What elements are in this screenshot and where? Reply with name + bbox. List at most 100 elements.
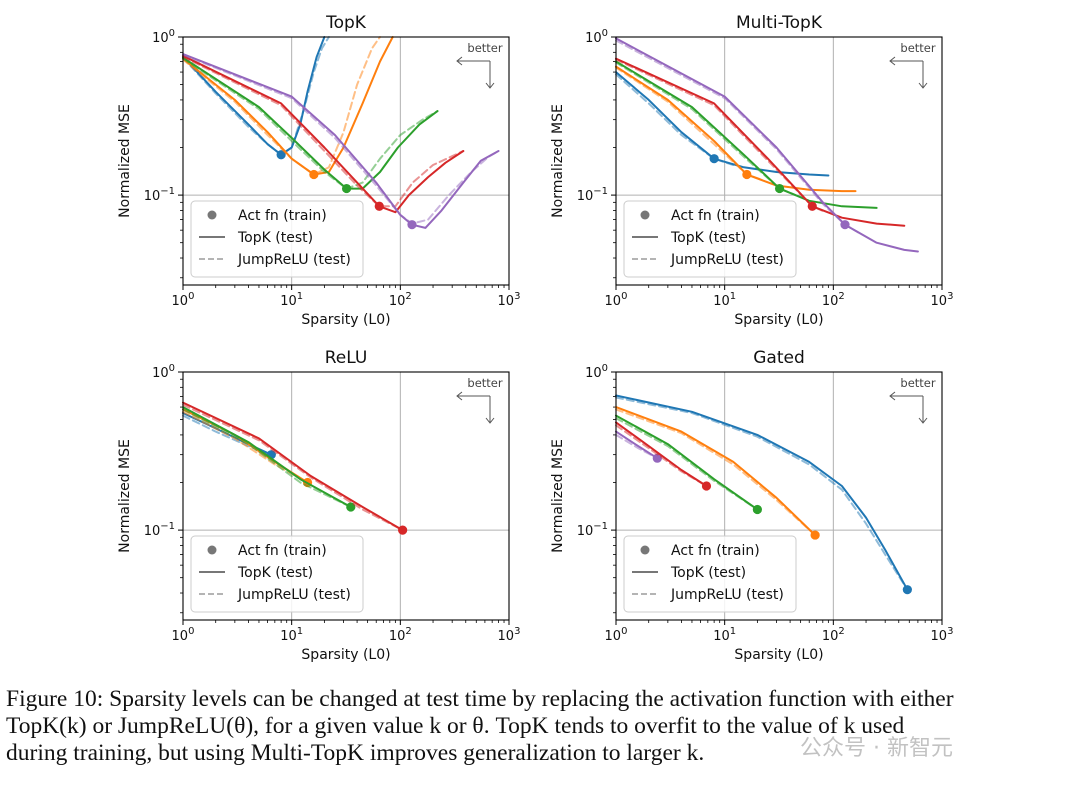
legend-box: [623, 200, 797, 278]
x-tick-label: 102: [389, 291, 412, 309]
series-orange-topk-line: [615, 65, 857, 193]
better-arrow-icon: [889, 391, 928, 424]
legend-topk-entry: TopK (test): [237, 230, 313, 246]
y-tick-label: 10−1: [144, 521, 175, 539]
legend-train-entry: Act fn (train): [671, 543, 760, 559]
x-tick-label: 101: [280, 291, 303, 309]
caption-line-3: during training, but using Multi-TopK im…: [6, 740, 705, 766]
legend-jumprelu-entry: JumpReLU (test): [670, 252, 784, 268]
legend: Act fn (train) TopK (test) JumpReLU (test): [190, 535, 364, 613]
legend-marker: [640, 210, 650, 220]
x-tick-label: 100: [605, 626, 628, 644]
series-green-jumprelu-line: [182, 57, 439, 190]
series-green-jumprelu-line: [615, 61, 797, 197]
series-blue-topk-line: [615, 71, 830, 177]
x-axis-label: Sparsity (L0): [301, 312, 390, 328]
series-orange-jumprelu-line: [615, 408, 817, 537]
series-red-train-point: [807, 201, 817, 211]
series-green-train-point: [774, 183, 785, 194]
legend-jumprelu-entry: JumpReLU (test): [237, 252, 351, 268]
x-tick-label: 103: [498, 626, 521, 644]
x-axis-label: Sparsity (L0): [734, 312, 823, 328]
series-red-train-point: [701, 481, 712, 491]
series-orange-train-point: [309, 169, 319, 180]
chart-title: TopK: [325, 13, 367, 33]
legend: Act fn (train) TopK (test) JumpReLU (test): [190, 200, 364, 278]
panel-relu: 100 101 102 103 100 10−1 ReLU Sparsity (L0) Norm…: [117, 348, 520, 663]
legend-marker: [207, 545, 217, 555]
x-tick-label: 103: [931, 291, 954, 309]
better-arrow-icon: [889, 56, 928, 89]
x-axis-label: Sparsity (L0): [301, 647, 390, 663]
legend-jumprelu-entry: JumpReLU (test): [670, 587, 784, 603]
series-red-topk-line: [182, 401, 404, 532]
panel-topk: 100 101 102 103 100 10−1 TopK Sparsity (L0) Norm…: [117, 13, 520, 328]
x-tick-label: 102: [822, 291, 845, 309]
y-axis-label: Normalized MSE: [117, 104, 133, 218]
series-orange-topk-line: [182, 36, 394, 176]
y-tick-label: 100: [152, 363, 175, 381]
legend-topk-entry: TopK (test): [670, 565, 746, 581]
series-blue-train-point: [276, 150, 286, 160]
series-blue-train-point: [902, 585, 912, 595]
y-axis-label: Normalized MSE: [550, 104, 566, 218]
legend-box: [623, 535, 797, 613]
x-tick-label: 100: [605, 291, 628, 309]
series-purple-train-point: [840, 220, 850, 230]
chart-title: Gated: [753, 348, 805, 368]
series-green-topk-line: [615, 414, 759, 511]
chart-title: ReLU: [325, 348, 368, 368]
x-tick-label: 102: [389, 626, 412, 644]
series-red-jumprelu-line: [182, 403, 404, 532]
legend-marker: [207, 210, 217, 220]
series-purple-topk-line: [615, 37, 919, 253]
better-annotation: better: [467, 376, 502, 390]
legend-jumprelu-entry: JumpReLU (test): [237, 587, 351, 603]
series-blue-train-point: [709, 154, 719, 164]
legend-train-entry: Act fn (train): [238, 543, 327, 559]
legend-box: [190, 200, 364, 278]
better-arrow-icon: [456, 56, 495, 89]
series-orange-jumprelu-line: [182, 36, 381, 176]
series-green-topk-line: [182, 406, 352, 508]
legend-topk-entry: TopK (test): [237, 565, 313, 581]
panel-gated: 100 101 102 103 100 10−1 Gated Sparsity (L0) Nor…: [550, 348, 953, 663]
series-orange-train-point: [810, 530, 820, 540]
series-green-topk-line: [182, 56, 439, 190]
series-purple-train-point: [407, 220, 417, 230]
legend-topk-entry: TopK (test): [670, 230, 746, 246]
plot-frame: [615, 36, 943, 286]
caption-line-1: Figure 10: Sparsity levels can be change…: [6, 686, 954, 712]
x-tick-label: 103: [498, 291, 521, 309]
plot-frame: [182, 36, 510, 286]
x-tick-label: 103: [931, 626, 954, 644]
series-purple-topk-line: [615, 430, 659, 460]
better-annotation: better: [467, 41, 502, 55]
series-blue-topk-line: [615, 394, 909, 591]
legend: Act fn (train) TopK (test) JumpReLU (test): [623, 200, 797, 278]
series-red-jumprelu-line: [182, 55, 465, 208]
x-tick-label: 100: [172, 626, 195, 644]
x-tick-label: 101: [280, 626, 303, 644]
y-tick-label: 100: [152, 28, 175, 46]
better-annotation: better: [900, 41, 935, 55]
caption-line-2: TopK(k) or JumpReLU(θ), for a given valu…: [6, 713, 905, 739]
series-blue-jumprelu-line: [615, 396, 909, 591]
x-axis-label: Sparsity (L0): [734, 647, 823, 663]
legend-train-entry: Act fn (train): [671, 208, 760, 224]
legend: Act fn (train) TopK (test) JumpReLU (test): [623, 535, 797, 613]
legend-marker: [640, 545, 650, 555]
plot-frame: [182, 371, 510, 621]
series-red-topk-line: [182, 54, 465, 214]
y-tick-label: 100: [585, 28, 608, 46]
legend-train-entry: Act fn (train): [238, 208, 327, 224]
series-orange-jumprelu-line: [615, 66, 763, 181]
y-axis-label: Normalized MSE: [117, 439, 133, 553]
y-tick-label: 10−1: [577, 186, 608, 204]
y-tick-label: 10−1: [144, 186, 175, 204]
series-green-train-point: [341, 183, 352, 194]
chart-title: Multi-TopK: [736, 13, 823, 33]
series-green-topk-line: [615, 60, 878, 209]
better-annotation: better: [900, 376, 935, 390]
series-purple-train-point: [652, 453, 662, 463]
